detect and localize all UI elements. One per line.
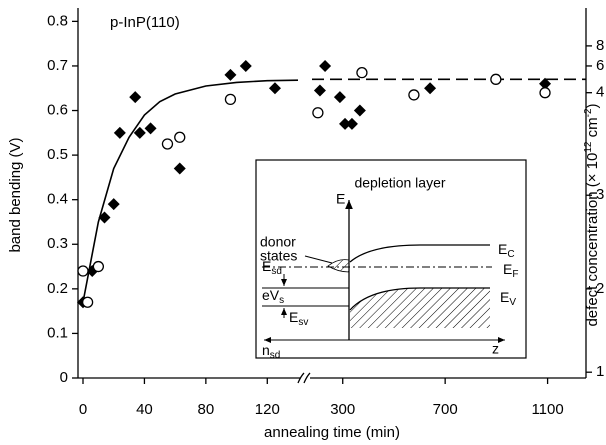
data-point xyxy=(239,59,252,72)
data-point xyxy=(333,91,346,104)
data-point xyxy=(224,93,237,106)
fit-line xyxy=(82,79,299,303)
y-tick-label: 0.7 xyxy=(47,57,68,74)
data-point xyxy=(539,87,551,99)
inset-label: Esd xyxy=(262,258,282,277)
y2-tick-label: 3 xyxy=(596,186,604,203)
data-point xyxy=(268,82,281,95)
y2-axis-label: defect concentration (× 1012 cm-2) xyxy=(583,103,601,326)
data-point xyxy=(81,296,94,308)
inset-label: z xyxy=(492,341,499,357)
inset: depletion layer E EC EF EV donor states … xyxy=(255,159,527,361)
x-tick-label: 120 xyxy=(255,401,280,418)
inset-label: nsd xyxy=(262,342,280,361)
inset-label: Esv xyxy=(289,309,308,328)
x-tick-label: 300 xyxy=(330,401,355,418)
data-point xyxy=(98,211,111,224)
axes xyxy=(77,8,587,384)
x-tick-label: 1100 xyxy=(531,401,563,418)
inset-label: E xyxy=(336,191,345,207)
inset-label: EF xyxy=(503,261,518,280)
data-point xyxy=(356,66,368,79)
y-tick-label: 0.6 xyxy=(47,101,68,118)
x-axis-label: annealing time (min) xyxy=(264,424,400,441)
data-point xyxy=(133,126,146,139)
data-point xyxy=(312,107,324,119)
data-point xyxy=(490,73,502,85)
y2-tick-label: 8 xyxy=(596,37,604,54)
y2-tick-label: 6 xyxy=(596,57,604,74)
data-point xyxy=(144,122,157,135)
data-point xyxy=(408,89,420,101)
inset-title: depletion layer xyxy=(354,175,445,191)
data-point xyxy=(345,117,358,130)
data-point xyxy=(173,162,186,175)
y-tick-label: 0 xyxy=(60,369,68,386)
data-point xyxy=(319,59,332,72)
data-point xyxy=(313,84,326,97)
data-point xyxy=(539,77,552,90)
x-tick-label: 0 xyxy=(79,401,87,418)
data-point xyxy=(339,117,352,130)
x-tick-label: 40 xyxy=(136,401,153,418)
data-point xyxy=(224,68,237,81)
y2-tick-label: 4 xyxy=(596,84,604,101)
data-point xyxy=(107,198,120,211)
data-point xyxy=(129,91,142,104)
data-point xyxy=(92,260,105,273)
x-tick-label: 700 xyxy=(433,401,458,418)
y-tick-label: 0.2 xyxy=(47,280,68,297)
y-tick-label: 0.3 xyxy=(47,235,68,252)
y-tick-label: 0.4 xyxy=(47,191,68,208)
inset-label: eVs xyxy=(262,287,284,306)
y-tick-label: 0.5 xyxy=(47,146,68,163)
annotation: p-InP(110) xyxy=(110,14,180,31)
data-point xyxy=(353,104,366,117)
x-tick-label: 80 xyxy=(198,401,215,418)
data-point xyxy=(161,138,174,150)
inset-label: donor xyxy=(260,234,296,250)
y-axis-label: band bending (V) xyxy=(7,137,24,252)
data-point xyxy=(77,265,89,277)
data-point xyxy=(424,82,437,95)
inset-label: EC xyxy=(498,241,515,260)
data-point xyxy=(174,131,186,143)
y2-tick-label: 2 xyxy=(596,280,604,297)
data-point xyxy=(113,126,126,139)
y-tick-label: 0.8 xyxy=(47,12,68,29)
y-tick-label: 0.1 xyxy=(47,324,68,341)
y2-tick-label: 1 xyxy=(596,363,604,380)
inset-label: EV xyxy=(500,289,516,308)
inset-label: states xyxy=(260,248,297,264)
